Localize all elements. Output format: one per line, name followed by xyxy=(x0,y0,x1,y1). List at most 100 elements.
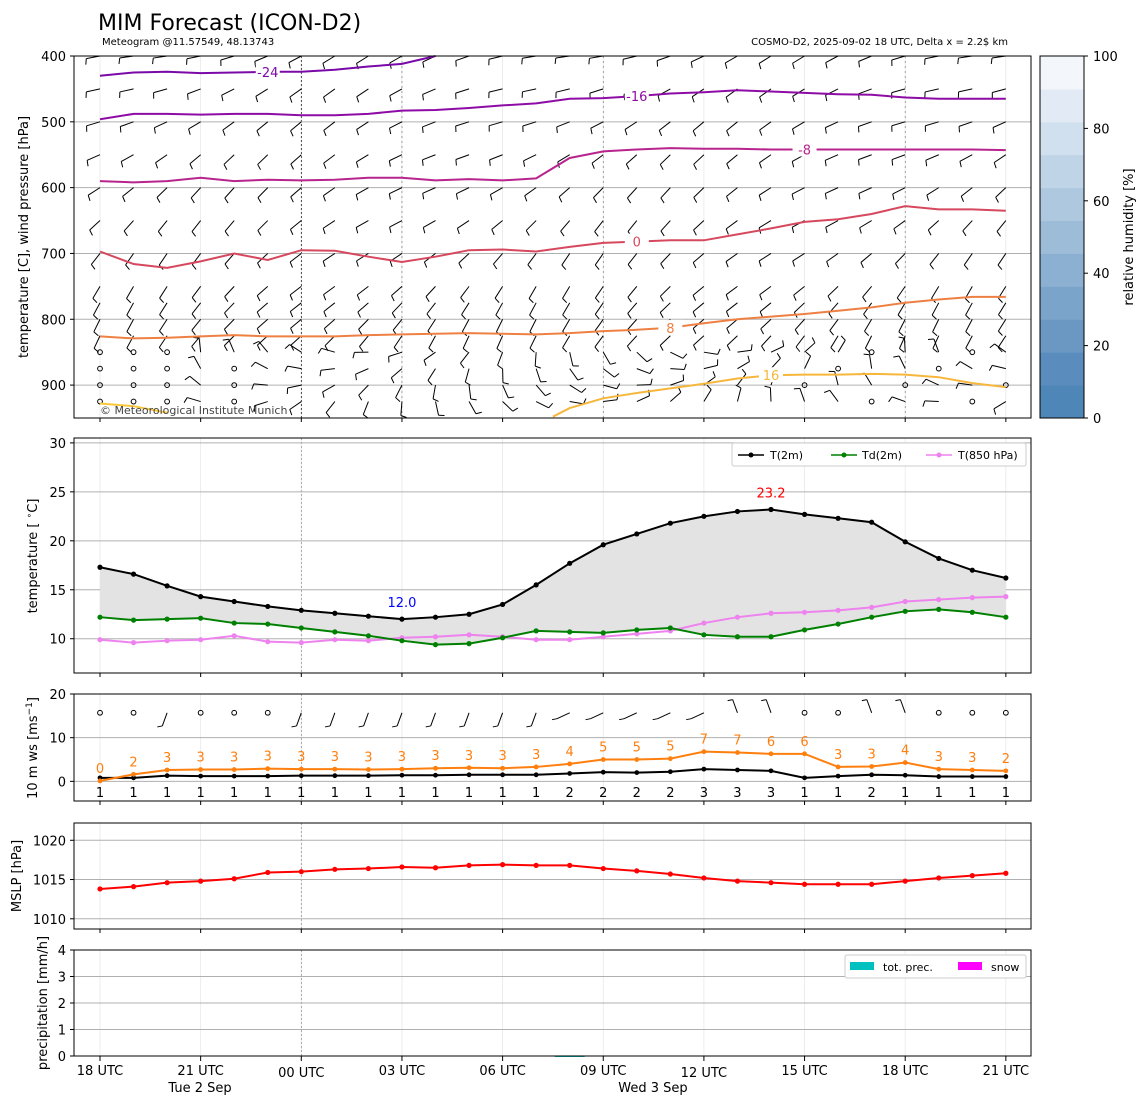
wind-barb-staff xyxy=(594,253,604,266)
wind-barb-staff xyxy=(256,121,269,132)
wind-value-label: 3 xyxy=(733,786,741,801)
wind-barb-flag xyxy=(323,311,327,318)
wind-barb-flag xyxy=(863,353,870,356)
wind-value-label: 1 xyxy=(465,786,473,801)
calm-wind-circle xyxy=(1002,382,1009,388)
wind-barb-flag xyxy=(475,411,482,415)
wind-value-label: 1 xyxy=(398,786,406,801)
wind-barb-flag xyxy=(898,336,905,339)
wind-barb-flag xyxy=(825,95,828,102)
temperature-point xyxy=(500,635,506,641)
temperature-point xyxy=(634,531,640,537)
wind-barb-staff xyxy=(897,302,906,316)
temperature-point xyxy=(466,641,472,647)
y-tick-label: 15 xyxy=(49,584,66,599)
wind-barb-staff xyxy=(931,302,940,316)
wind-barb-flag xyxy=(223,328,228,335)
wind-barb-staff xyxy=(569,401,584,405)
wind-barb-staff xyxy=(758,187,772,196)
temperature-point xyxy=(734,614,741,620)
temperature-point xyxy=(801,627,808,633)
wind-barb-staff xyxy=(925,378,939,386)
wind-barb-flag xyxy=(400,415,407,418)
wind-barb-flag xyxy=(726,328,730,334)
wind-barb-staff xyxy=(792,121,805,130)
wind-barb-flag xyxy=(535,365,542,369)
temperature-point xyxy=(667,520,673,526)
wind-value-label: 1 xyxy=(431,786,439,801)
wind-barb-flag xyxy=(921,378,927,385)
wind-barb-flag xyxy=(157,725,163,728)
x-tick-label: 21 UTC xyxy=(177,1064,223,1079)
wind-barb-staff xyxy=(391,302,403,314)
wind-barb-staff xyxy=(323,285,336,295)
wind-barb-flag xyxy=(323,328,328,335)
temperature-point xyxy=(869,604,875,610)
wind-barb-staff xyxy=(758,253,772,262)
wind-barb-staff xyxy=(603,384,617,390)
temperature-point xyxy=(768,610,774,616)
wind-barb-flag xyxy=(256,130,260,137)
wind-barb-flag xyxy=(824,389,830,393)
wind-barb-staff xyxy=(826,253,839,262)
calm-wind-circle xyxy=(969,709,976,716)
wind-barb-staff xyxy=(460,286,470,298)
calm-wind-circle xyxy=(902,382,909,388)
legend-label-totprec: tot. prec. xyxy=(883,961,933,974)
wind-barb-staff xyxy=(189,375,201,386)
wind-barb-staff xyxy=(569,352,574,366)
wind-barb-staff xyxy=(898,319,906,332)
wind-barb-staff xyxy=(356,121,369,130)
wind-barb-staff xyxy=(393,335,403,348)
wind-value-label: 1 xyxy=(834,786,842,801)
wind-barb-staff xyxy=(891,88,906,94)
wind-point xyxy=(466,772,472,778)
wind-barb-staff xyxy=(589,88,604,94)
wind-barb-flag xyxy=(421,159,424,166)
legend-label-snow: snow xyxy=(991,961,1019,974)
wind-barb-flag xyxy=(864,330,870,336)
legend-box-precip xyxy=(844,954,1027,979)
wind-barb-staff xyxy=(288,55,302,63)
upper-air-frame xyxy=(73,55,1032,419)
wind-barb-staff xyxy=(396,712,403,727)
wind-series: 1 1 1 1 1 1 1 1 1 1 1 1 1 1 2 2 2 2 3 3 3 1 1 2 1 1 1 1 0 2 3 3 3 3 3 3 3 3 3 3… xyxy=(96,699,1010,801)
wind-barb-staff xyxy=(958,88,973,93)
wind-value-label: 3 xyxy=(465,749,473,764)
wind-barb-flag xyxy=(290,130,294,137)
wind-barb-flag xyxy=(693,344,697,351)
wind-value-label: 3 xyxy=(935,750,943,765)
wind-barb-staff xyxy=(187,397,201,403)
wind-barb-flag xyxy=(356,260,359,267)
wind-barb-flag xyxy=(157,231,163,237)
temperature-extreme-label: 23.2 xyxy=(757,486,786,501)
wind-barb-flag xyxy=(792,260,795,267)
wind-barb-flag xyxy=(896,297,902,303)
wind-barb-flag xyxy=(965,314,971,320)
wind-barb-flag xyxy=(508,396,515,399)
wind-barb-staff xyxy=(794,302,805,313)
wind-barb-flag xyxy=(289,409,293,416)
wind-barb-staff xyxy=(457,220,470,229)
wind-barb-staff xyxy=(626,154,638,165)
wind-value-label: 4 xyxy=(901,744,909,759)
wind-barb-flag xyxy=(188,128,191,135)
wind-barb-staff xyxy=(892,187,906,195)
wind-barb-flag xyxy=(324,725,331,728)
wind-barb-staff xyxy=(893,220,906,230)
wind-barb-flag xyxy=(89,229,93,236)
wind-value-label: 6 xyxy=(767,735,775,750)
wind-barb-flag xyxy=(322,195,326,202)
wind-barb-staff xyxy=(496,335,504,349)
wind-barb-staff xyxy=(355,220,369,228)
wind-barb-staff xyxy=(557,154,570,163)
wind-barb-staff xyxy=(925,154,939,161)
wind-barb-staff xyxy=(594,335,604,348)
wind-point xyxy=(1003,774,1009,779)
colorbar-band xyxy=(1040,319,1084,353)
wind-barb-staff xyxy=(795,335,805,348)
wind-barb-staff xyxy=(623,712,638,720)
wind-barb-flag xyxy=(355,374,357,381)
wind-barb-staff xyxy=(432,385,436,399)
wind-point xyxy=(835,764,841,770)
